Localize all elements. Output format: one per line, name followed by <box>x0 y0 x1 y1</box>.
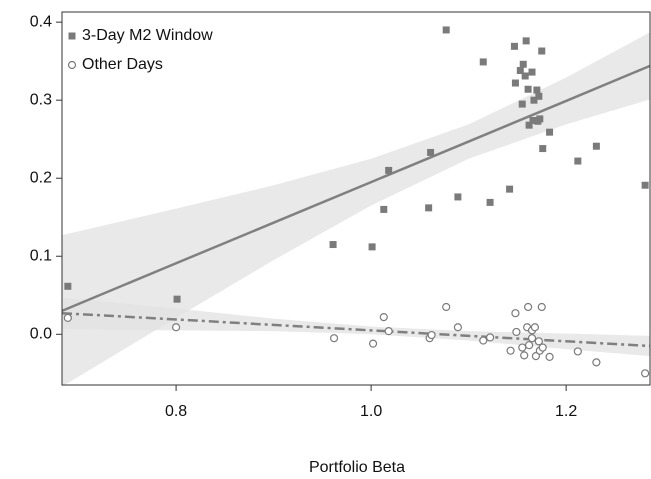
point <box>641 369 650 378</box>
point <box>519 60 527 68</box>
point <box>529 116 537 124</box>
point <box>531 352 541 361</box>
point <box>539 145 547 153</box>
legend-label: 3-Day M2 Window <box>82 27 213 44</box>
y-tick-label: 0.1 <box>30 247 52 264</box>
point <box>525 121 533 129</box>
point <box>479 336 488 345</box>
point <box>506 346 515 355</box>
point <box>454 193 462 201</box>
point <box>530 323 540 332</box>
point <box>573 347 582 356</box>
point <box>535 92 543 100</box>
point <box>384 327 393 336</box>
point <box>512 327 521 337</box>
y-tick-label: 0.4 <box>30 13 52 30</box>
y-tick-label: 0.2 <box>30 169 52 186</box>
point <box>530 96 538 104</box>
point <box>528 68 536 76</box>
point <box>479 58 487 66</box>
point <box>368 243 376 251</box>
plot-frame <box>61 11 651 386</box>
y-tick-label: 0.0 <box>30 325 52 342</box>
point <box>171 323 181 332</box>
point <box>510 42 518 50</box>
confidence-band <box>62 297 650 357</box>
point <box>536 115 544 123</box>
point <box>427 330 436 340</box>
legend-label: Other Days <box>82 56 163 73</box>
point <box>518 100 526 108</box>
point <box>506 185 514 193</box>
point <box>329 241 337 249</box>
x-tick-label: 1.2 <box>555 403 577 420</box>
point <box>527 334 537 343</box>
point <box>511 309 520 318</box>
point <box>537 302 546 312</box>
point <box>524 85 532 93</box>
point <box>173 295 181 303</box>
point <box>545 352 554 362</box>
point <box>425 204 433 212</box>
point <box>485 333 495 342</box>
point <box>546 128 554 136</box>
y-tick-label: 0.3 <box>30 91 52 108</box>
point <box>380 205 388 213</box>
fit-line <box>61 64 651 313</box>
point <box>592 358 601 367</box>
point <box>538 343 547 352</box>
point <box>534 337 543 346</box>
point <box>538 47 546 55</box>
point <box>522 37 530 45</box>
point <box>641 181 649 189</box>
confidence-band <box>62 32 650 387</box>
point <box>574 157 582 165</box>
point <box>442 26 450 34</box>
point <box>427 148 435 156</box>
point <box>511 79 519 87</box>
point <box>385 166 393 174</box>
point <box>442 302 451 312</box>
point <box>64 282 72 290</box>
point <box>518 343 527 352</box>
point <box>521 72 529 80</box>
point <box>453 323 463 332</box>
point <box>329 334 339 343</box>
point <box>63 313 72 322</box>
fit-line <box>61 311 651 348</box>
point <box>379 313 388 322</box>
x-axis-label: Portfolio Beta <box>309 459 405 476</box>
point <box>592 142 600 150</box>
point <box>520 351 529 360</box>
legend-marker <box>67 60 77 70</box>
x-tick-label: 0.8 <box>165 403 187 420</box>
point <box>524 302 533 312</box>
x-tick-label: 1.0 <box>360 403 382 420</box>
point <box>368 339 378 348</box>
point <box>533 86 541 94</box>
point <box>516 67 524 75</box>
point <box>486 198 494 206</box>
legend-marker <box>68 32 76 40</box>
point <box>524 341 534 350</box>
